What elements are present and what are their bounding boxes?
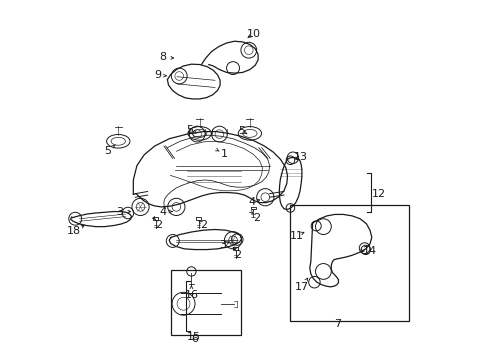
Text: 5: 5 bbox=[104, 145, 111, 156]
Bar bbox=[290, 205, 408, 320]
Text: 2: 2 bbox=[155, 220, 163, 230]
Text: 18: 18 bbox=[67, 226, 81, 236]
Text: 1: 1 bbox=[221, 149, 228, 159]
Text: 17: 17 bbox=[294, 282, 308, 292]
Text: 12: 12 bbox=[371, 189, 385, 199]
Text: 10: 10 bbox=[246, 29, 260, 39]
Text: 4: 4 bbox=[248, 197, 255, 207]
Text: 2: 2 bbox=[234, 250, 241, 260]
Text: 5: 5 bbox=[186, 125, 193, 135]
Text: 2: 2 bbox=[199, 220, 206, 230]
Text: 5: 5 bbox=[238, 126, 244, 135]
Text: 2: 2 bbox=[252, 213, 259, 222]
Text: 16: 16 bbox=[184, 291, 198, 301]
Text: 11: 11 bbox=[289, 231, 303, 240]
Text: 4: 4 bbox=[159, 207, 166, 217]
Text: 9: 9 bbox=[154, 70, 161, 80]
Text: 15: 15 bbox=[187, 332, 201, 342]
Text: 8: 8 bbox=[159, 52, 166, 62]
Text: 6: 6 bbox=[191, 333, 198, 343]
Text: 7: 7 bbox=[333, 319, 341, 329]
Text: 3: 3 bbox=[218, 239, 225, 249]
Text: 14: 14 bbox=[362, 246, 376, 256]
Bar bbox=[171, 270, 241, 335]
Text: 3: 3 bbox=[116, 207, 123, 217]
Text: 13: 13 bbox=[294, 152, 307, 162]
